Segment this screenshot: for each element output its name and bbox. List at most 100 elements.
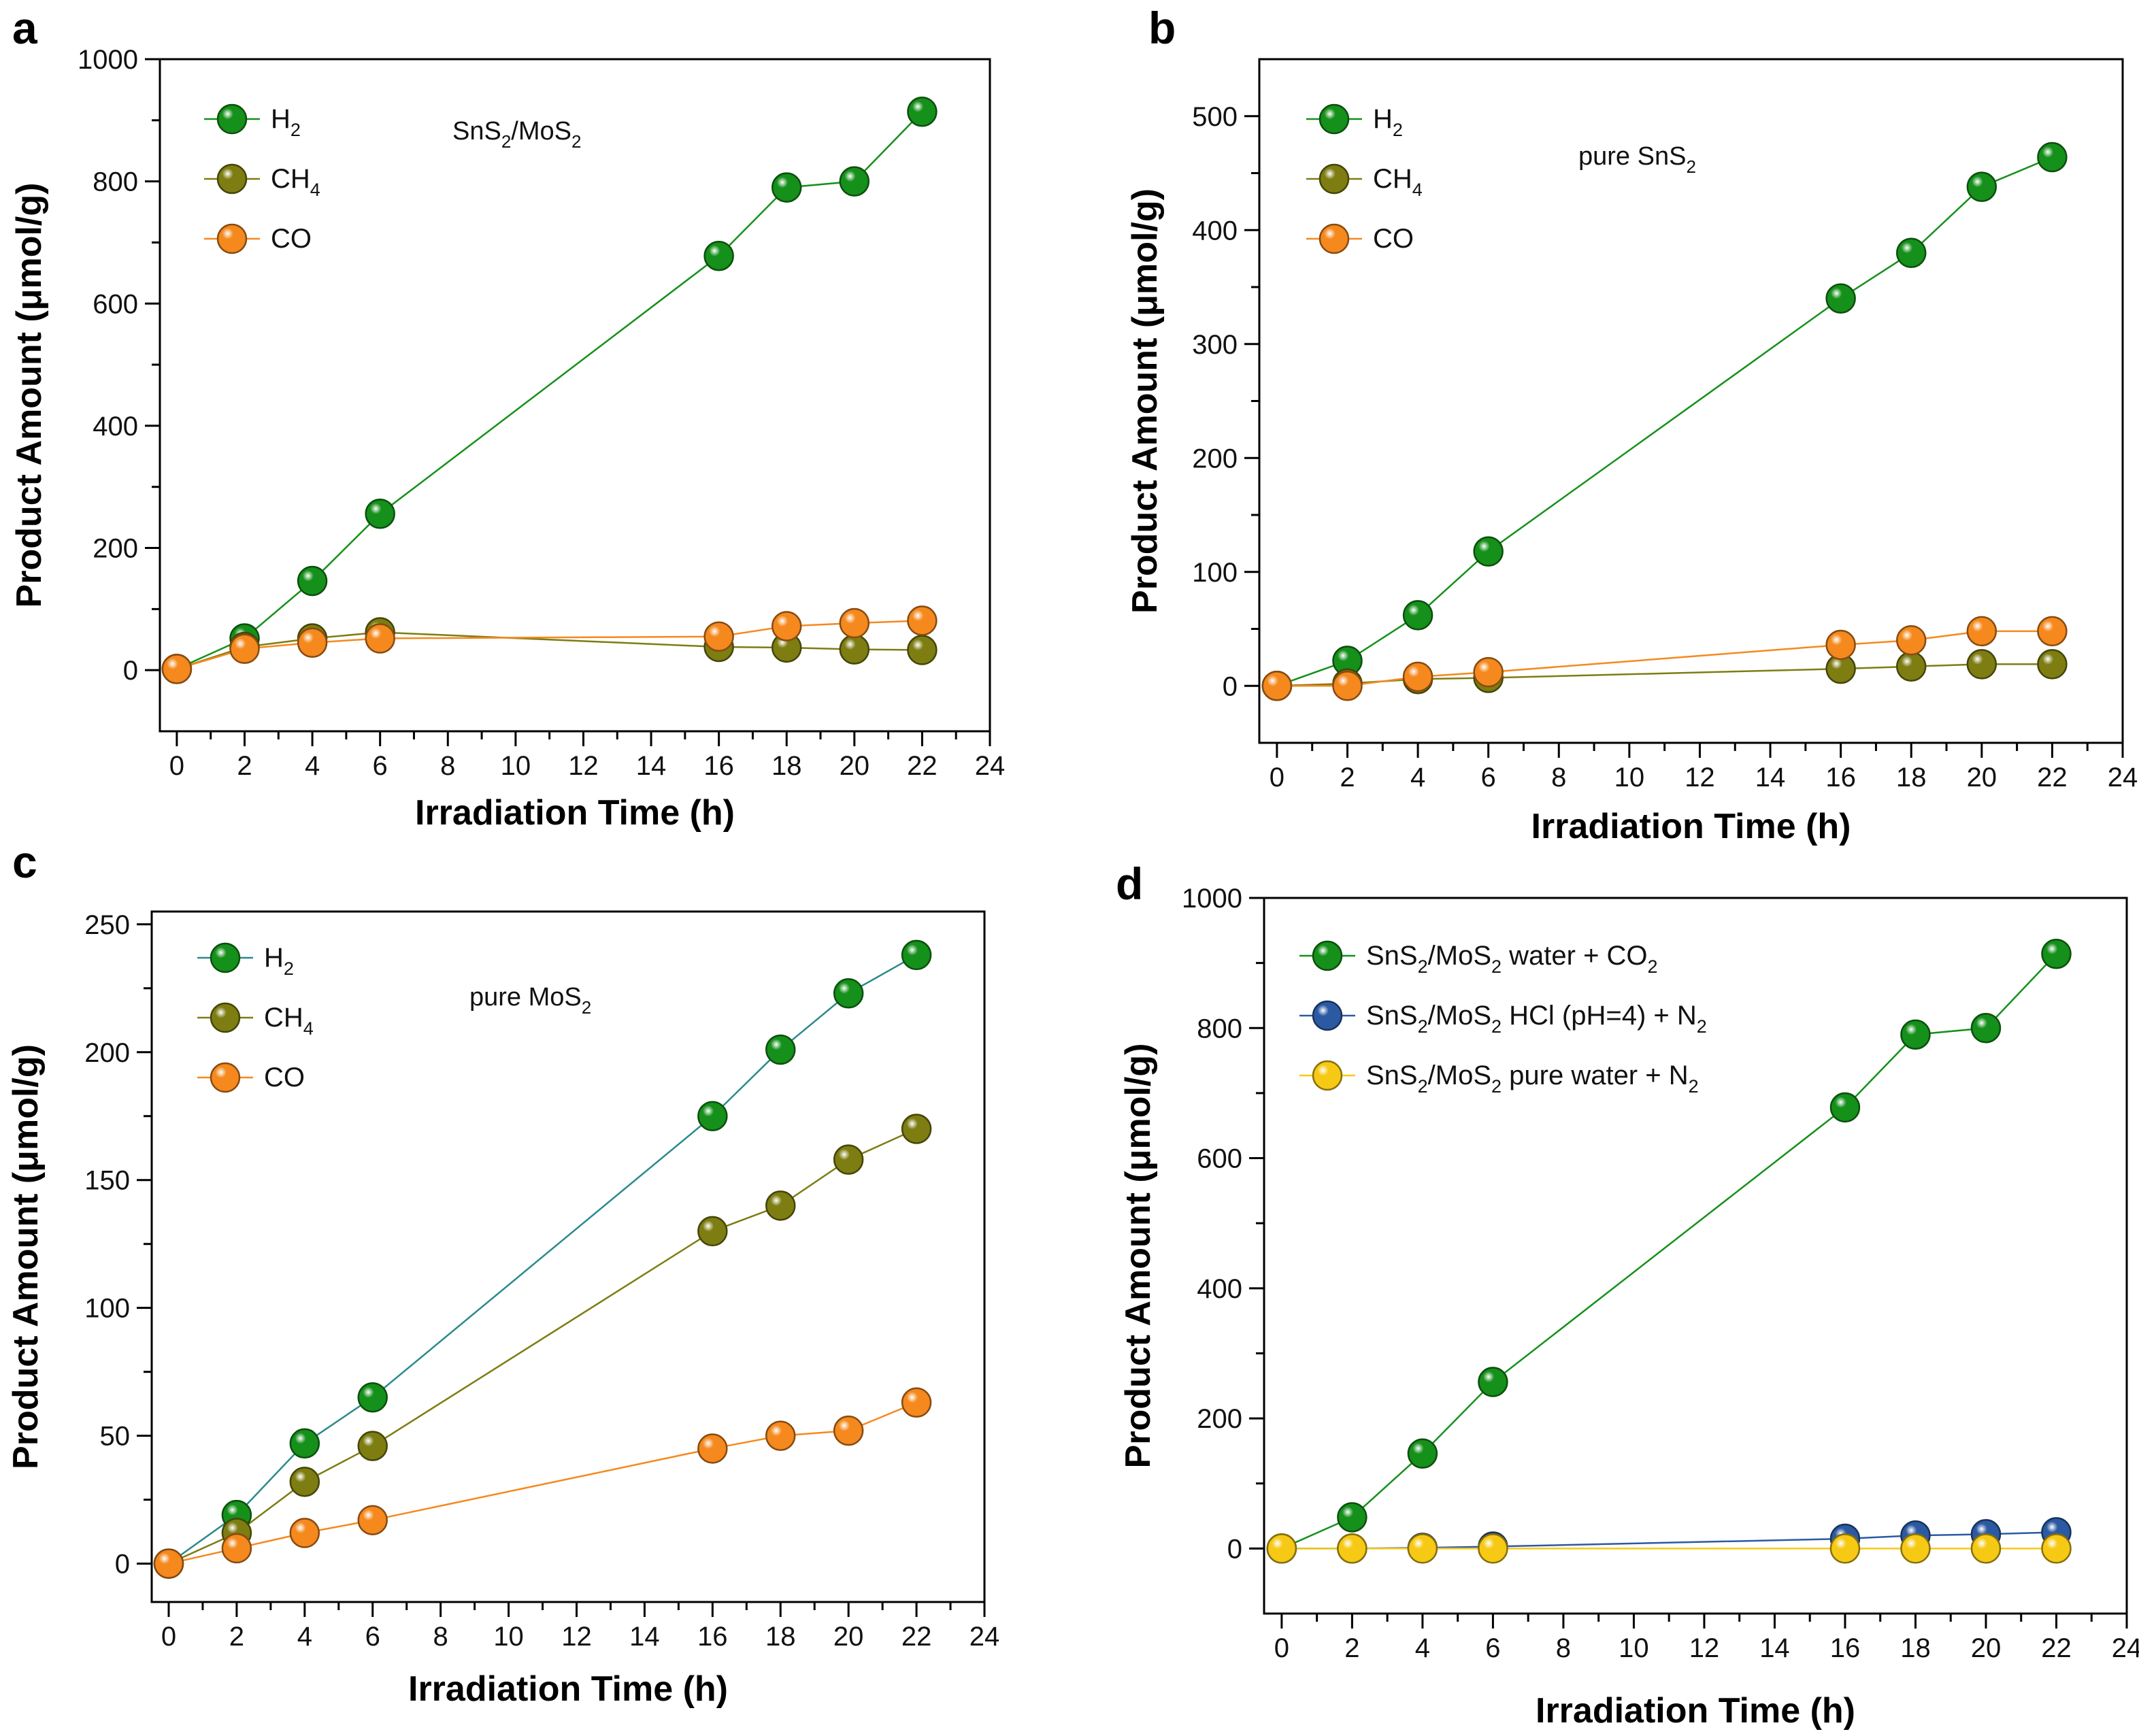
data-point — [765, 1420, 796, 1451]
x-tick-label: 24 — [2108, 763, 2138, 792]
panel-label: b — [1148, 3, 1176, 53]
x-tick-label: 2 — [237, 751, 252, 781]
x-tick-label: 22 — [901, 1622, 932, 1652]
x-tick-label: 8 — [1556, 1633, 1571, 1663]
data-point — [901, 939, 932, 971]
chart-panel-d: d0 2 4 6 8 10 12 14 16 18 20 22 2402004006008001000I… — [1116, 858, 2139, 1731]
x-tick-label: 16 — [697, 1622, 728, 1652]
x-tick-label: 18 — [1900, 1633, 1931, 1663]
legend-marker — [1312, 1000, 1343, 1031]
x-tick-label: 18 — [1896, 763, 1927, 792]
chart-panel-a: a0 2 4 6 8 10 12 14 16 18 20 22 2402004006008001000I… — [10, 3, 1005, 833]
legend-marker — [1312, 940, 1343, 971]
legend-label: SnS2/MoS2 pure water + N2 — [1366, 1061, 1699, 1097]
data-point — [357, 1505, 388, 1535]
data-point — [2037, 616, 2068, 647]
y-tick-label: 600 — [93, 289, 138, 319]
y-tick-label: 400 — [1197, 1274, 1242, 1304]
x-tick-label: 8 — [440, 751, 455, 781]
data-point — [907, 96, 938, 127]
y-tick-label: 150 — [84, 1166, 130, 1196]
y-tick-label: 200 — [1197, 1404, 1242, 1434]
x-tick-label: 10 — [501, 751, 531, 781]
legend-marker — [1312, 1060, 1343, 1091]
data-point — [703, 240, 734, 271]
x-tick-label: 12 — [568, 751, 599, 781]
x-tick-label: 22 — [2041, 1633, 2072, 1663]
x-tick-label: 2 — [1340, 763, 1355, 792]
series-line — [176, 111, 923, 670]
y-tick-label: 200 — [84, 1038, 130, 1068]
data-point — [365, 498, 395, 529]
y-tick-label: 0 — [123, 656, 138, 686]
data-point — [1407, 1533, 1438, 1564]
data-point — [1900, 1019, 1931, 1050]
data-point — [839, 634, 870, 665]
chart-panel-c: c0 2 4 6 8 10 12 14 16 18 20 22 24050100150200250Irr… — [6, 837, 999, 1709]
y-tick-label: 500 — [1192, 102, 1238, 132]
series-line — [1276, 663, 2053, 687]
data-point — [839, 166, 870, 197]
x-tick-label: 4 — [1410, 763, 1425, 792]
sample-annotation: pure MoS2 — [469, 983, 591, 1018]
x-tick-label: 24 — [969, 1622, 1000, 1652]
data-point — [2041, 1533, 2072, 1564]
x-tick-label: 2 — [229, 1622, 244, 1652]
y-tick-label: 800 — [93, 167, 138, 197]
data-point — [697, 1101, 728, 1131]
x-tick-label: 10 — [1619, 1633, 1649, 1663]
data-point — [289, 1467, 320, 1497]
legend-label: CH4 — [1373, 164, 1423, 200]
x-tick-label: 18 — [765, 1622, 796, 1652]
data-point — [697, 1216, 728, 1247]
x-tick-label: 14 — [636, 751, 667, 781]
legend-marker — [1319, 163, 1350, 195]
x-tick-label: 14 — [1759, 1633, 1790, 1663]
sample-annotation: pure SnS2 — [1578, 142, 1696, 177]
sample-annotation: SnS2/MoS2 — [452, 117, 581, 152]
y-tick-label: 400 — [1192, 216, 1238, 246]
x-tick-label: 10 — [1614, 763, 1645, 792]
data-point — [1473, 536, 1504, 567]
y-tick-label: 0 — [1223, 671, 1238, 701]
x-tick-label: 20 — [1971, 1633, 2002, 1663]
data-point — [1900, 1533, 1931, 1564]
x-tick-label: 6 — [1481, 763, 1496, 792]
x-tick-label: 6 — [373, 751, 388, 781]
x-tick-label: 22 — [2037, 763, 2068, 792]
x-tick-label: 0 — [1270, 763, 1284, 792]
panel-label: d — [1116, 858, 1143, 909]
x-tick-label: 4 — [1415, 1633, 1430, 1663]
legend-label: SnS2/MoS2 HCl (pH=4) + N2 — [1366, 1001, 1707, 1037]
data-point — [1473, 656, 1504, 688]
y-tick-label: 250 — [84, 910, 130, 940]
panel-label: a — [12, 3, 38, 53]
legend-marker — [1319, 223, 1350, 254]
x-tick-label: 20 — [833, 1622, 864, 1652]
y-tick-label: 800 — [1197, 1014, 1242, 1044]
data-point — [833, 1415, 864, 1446]
plot-frame — [1263, 897, 2128, 1615]
data-point — [1825, 283, 1856, 314]
data-point — [1337, 1533, 1367, 1564]
plot-frame — [150, 910, 986, 1603]
data-point — [1407, 1438, 1438, 1469]
x-tick-label: 6 — [365, 1622, 380, 1652]
x-tick-label: 16 — [1825, 763, 1856, 792]
data-point — [2037, 649, 2068, 680]
y-axis-label: Product Amount (μmol/g) — [6, 1044, 46, 1469]
data-point — [289, 1428, 320, 1459]
data-point — [1402, 661, 1433, 692]
data-point — [1970, 1013, 2002, 1044]
legend-label: CH4 — [264, 1003, 314, 1039]
data-point — [1478, 1533, 1508, 1564]
y-tick-label: 1000 — [1182, 884, 1242, 914]
data-point — [839, 607, 870, 639]
x-tick-label: 8 — [1551, 763, 1566, 792]
legend-marker — [210, 1062, 241, 1093]
legend-marker — [216, 223, 248, 254]
x-tick-label: 0 — [161, 1622, 176, 1652]
series-line — [168, 1128, 917, 1565]
x-tick-label: 18 — [772, 751, 802, 781]
data-point — [2041, 938, 2072, 969]
